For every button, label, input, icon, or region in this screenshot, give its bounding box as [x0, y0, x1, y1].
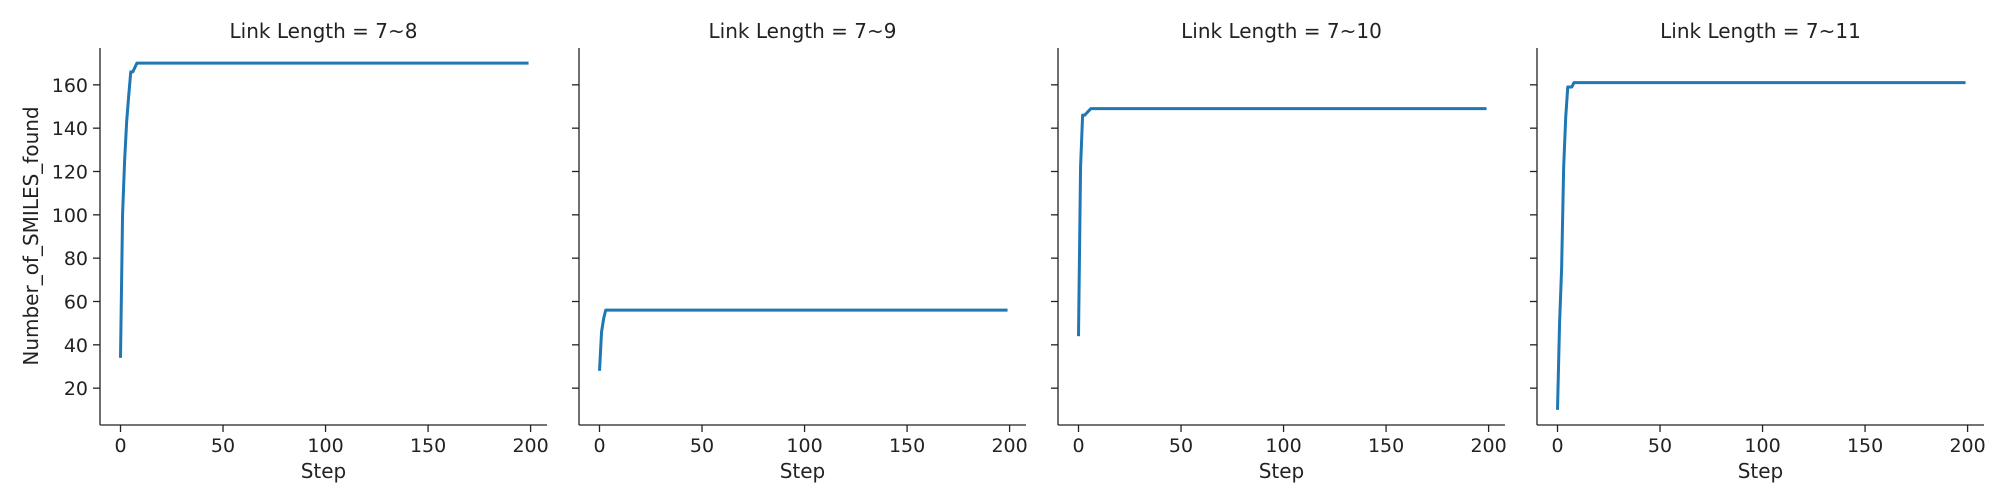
- panel-title: Link Length = 7~8: [230, 19, 418, 43]
- x-tick-label: 150: [410, 435, 446, 457]
- x-tick-label: 50: [1648, 435, 1672, 457]
- x-tick-label: 200: [512, 435, 548, 457]
- y-tick-label: 20: [64, 378, 88, 400]
- panel-title: Link Length = 7~11: [1660, 19, 1861, 43]
- panel-title: Link Length = 7~10: [1181, 19, 1382, 43]
- y-tick-label: 140: [52, 118, 88, 140]
- x-tick-label: 150: [1847, 435, 1883, 457]
- x-tick-label: 50: [211, 435, 235, 457]
- x-tick-label: 200: [1949, 435, 1985, 457]
- panel-2: Link Length = 7~9 0 50 100 150 200 Step: [572, 19, 1028, 483]
- x-tick-label: 50: [1169, 435, 1193, 457]
- y-tick-label: 80: [64, 248, 88, 270]
- x-tick-label: 100: [307, 435, 343, 457]
- x-tick-label: 0: [1551, 435, 1563, 457]
- x-tick-label: 100: [786, 435, 822, 457]
- x-tick-label: 50: [690, 435, 714, 457]
- chart-panels: Link Length = 7~8 20 40 60 80 100 120 140 160 0 50…: [52, 19, 1986, 483]
- x-tick-label: 150: [1368, 435, 1404, 457]
- series-line: [1556, 81, 1966, 410]
- y-tick-label: 40: [64, 335, 88, 357]
- x-tick-label: 200: [991, 435, 1027, 457]
- x-axis-title: Step: [1738, 459, 1784, 483]
- x-tick-label: 100: [1265, 435, 1301, 457]
- panel-4: Link Length = 7~11 0 50 100 150 200 Step: [1530, 19, 1986, 483]
- x-axis-title: Step: [780, 459, 826, 483]
- series-line: [119, 61, 529, 358]
- y-tick-label: 60: [64, 292, 88, 314]
- x-tick-label: 100: [1744, 435, 1780, 457]
- panel-title: Link Length = 7~9: [709, 19, 897, 43]
- y-axis-title: Number_of_SMILES_found: [19, 106, 43, 365]
- x-axis-title: Step: [301, 459, 347, 483]
- x-tick-label: 0: [593, 435, 605, 457]
- x-tick-label: 0: [1072, 435, 1084, 457]
- y-tick-label: 160: [52, 75, 88, 97]
- y-tick-label: 120: [52, 162, 88, 184]
- x-axis-title: Step: [1259, 459, 1305, 483]
- series-line: [1077, 107, 1487, 337]
- x-tick-label: 0: [114, 435, 126, 457]
- x-tick-label: 200: [1470, 435, 1506, 457]
- series-line: [598, 308, 1008, 371]
- panel-1: Link Length = 7~8 20 40 60 80 100 120 140 160 0 50…: [52, 19, 549, 483]
- x-tick-label: 150: [889, 435, 925, 457]
- panel-3: Link Length = 7~10 0 50 100 150 200 Step: [1051, 19, 1507, 483]
- y-tick-label: 100: [52, 205, 88, 227]
